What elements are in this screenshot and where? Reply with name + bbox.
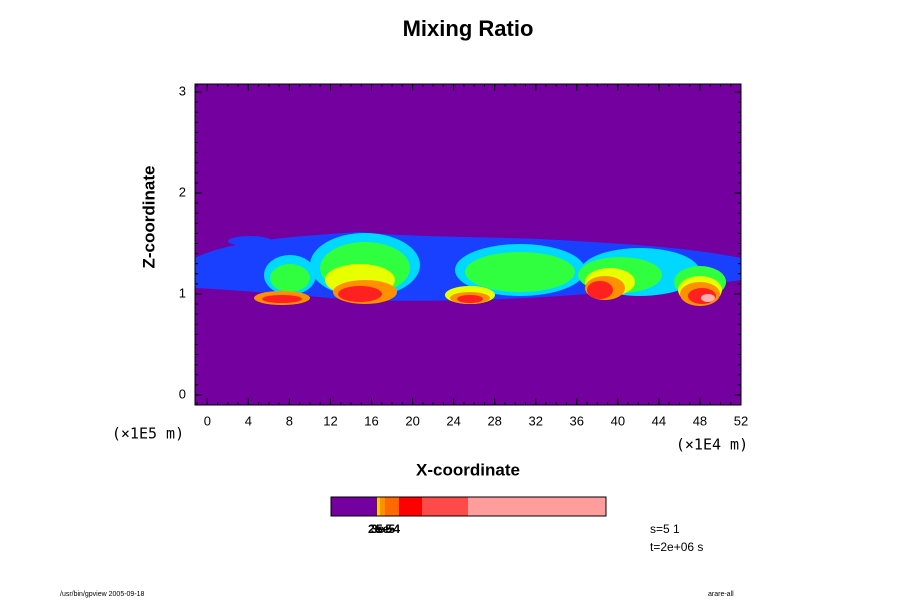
colorbar-segment xyxy=(385,497,399,516)
x-tick-label: 52 xyxy=(734,413,748,428)
x-tick-label: 20 xyxy=(405,413,419,428)
x-tick-label: 8 xyxy=(286,413,293,428)
y-tick-label: 2 xyxy=(179,184,186,199)
x-tick-label: 40 xyxy=(611,413,625,428)
x-tick-label: 36 xyxy=(570,413,584,428)
x-axis-label: X-coordinate xyxy=(416,460,520,479)
y-tick-label: 0 xyxy=(179,386,186,401)
colorbar-segment xyxy=(380,497,385,516)
colorbar-label: 2e-5 xyxy=(368,522,392,536)
x-unit: (×1E4 m) xyxy=(676,436,748,454)
footer-text: arare-all xyxy=(708,591,734,598)
y-tick-label: 3 xyxy=(179,84,186,99)
colorbar-segment xyxy=(422,497,468,516)
colorbar-label: 3e-5 xyxy=(371,522,395,536)
x-tick-label: 44 xyxy=(652,413,666,428)
x-tick-label: 0 xyxy=(204,413,211,428)
x-tick-label: 28 xyxy=(487,413,501,428)
x-tick-label: 48 xyxy=(693,413,707,428)
x-tick-label: 4 xyxy=(245,413,252,428)
colorbar-segment xyxy=(331,497,377,516)
colorbar-frame xyxy=(330,496,607,517)
contour-field xyxy=(195,232,741,306)
plot-frame xyxy=(194,83,742,406)
x-tick-label: 16 xyxy=(364,413,378,428)
y-unit: (×1E5 m) xyxy=(112,425,184,443)
y-tick-label: 1 xyxy=(179,285,186,300)
x-tick-label: 12 xyxy=(323,413,337,428)
y-axis-label: Z-coordinate xyxy=(139,166,158,269)
chart-title: Mixing Ratio xyxy=(403,16,534,41)
info-text: s=5 1 xyxy=(650,522,680,536)
footer-text: /usr/bin/gpview 2005-09-18 xyxy=(60,591,145,598)
info-text: t=2e+06 s xyxy=(650,540,703,554)
x-tick-label: 24 xyxy=(446,413,460,428)
colorbar-segment xyxy=(399,497,422,516)
x-tick-label: 32 xyxy=(529,413,543,428)
colorbar-segment xyxy=(377,497,380,516)
colorbar-segment xyxy=(468,497,606,516)
colorbar-label: 5e-4 xyxy=(376,522,400,536)
